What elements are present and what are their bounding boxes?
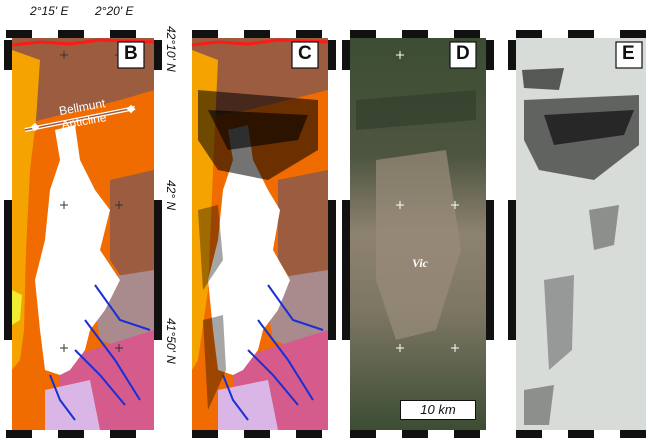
longitude-label-right: 2°20' E — [95, 4, 134, 18]
panel-b: B Bellmunt Anticline — [0, 30, 170, 438]
panel-letter: E — [622, 43, 635, 64]
panel-letter: C — [298, 43, 312, 64]
panel-e: E — [494, 30, 651, 438]
panel-d: D Vic 10 km — [336, 30, 506, 438]
panel-letter: B — [124, 43, 138, 64]
town-label-vic: Vic — [412, 256, 429, 270]
panel-c: C — [178, 30, 348, 438]
panel-letter: D — [456, 43, 470, 64]
scale-bar: 10 km — [400, 400, 476, 420]
longitude-label-left: 2°15' E — [30, 4, 69, 18]
